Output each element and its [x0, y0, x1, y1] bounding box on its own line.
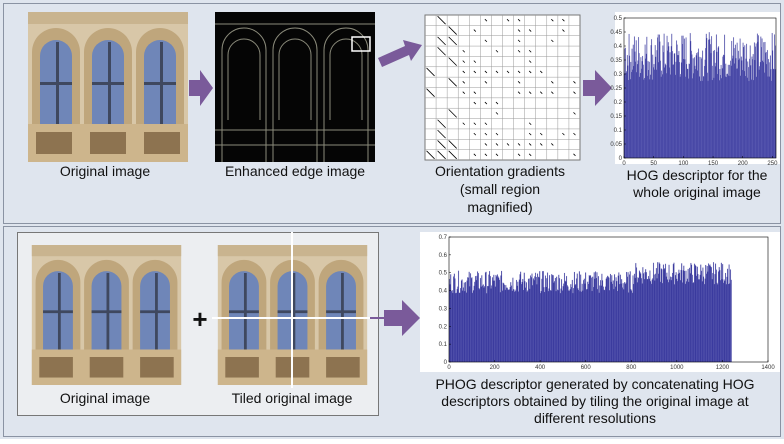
diagram: Original image Enhanced edge image Orien…: [0, 0, 784, 439]
gradient-grid: [425, 15, 580, 160]
y-tick-label: 0.15: [610, 114, 622, 120]
y-tick-label: 0.05: [610, 142, 622, 148]
x-tick-label: 250: [767, 161, 778, 167]
x-tick-label: 600: [581, 365, 592, 371]
label: Tiled original image: [232, 390, 353, 406]
label: whole original image: [632, 184, 761, 200]
x-tick-label: 1000: [670, 365, 684, 371]
x-tick-label: 1200: [716, 365, 730, 371]
y-tick-label: 0.4: [614, 44, 623, 50]
y-tick-label: 0.2: [439, 324, 448, 330]
y-tick-label: 0.5: [439, 271, 448, 277]
original-image: [32, 245, 181, 385]
y-tick-label: 0.45: [610, 30, 622, 36]
y-tick-label: 0.6: [439, 253, 448, 259]
y-tick-label: 0.5: [614, 16, 623, 22]
edge-image: [215, 12, 375, 162]
label: different resolutions: [534, 410, 656, 426]
label: descriptors obtained by tiling the origi…: [441, 393, 749, 409]
x-tick-label: 1400: [761, 365, 775, 371]
x-tick-label: 200: [738, 161, 749, 167]
label: PHOG descriptor generated by concatenati…: [435, 376, 754, 392]
label: Orientation gradients: [435, 163, 565, 179]
x-tick-label: 100: [678, 161, 689, 167]
y-tick-label: 0.35: [610, 58, 622, 64]
x-tick-label: 150: [708, 161, 719, 167]
y-tick-label: 0.4: [439, 289, 448, 295]
x-tick-label: 800: [626, 365, 637, 371]
y-tick-label: 0.1: [614, 128, 623, 134]
y-tick-label: 0.1: [439, 342, 448, 348]
y-tick-label: 0.3: [614, 72, 623, 78]
x-tick-label: 400: [535, 365, 546, 371]
y-tick-label: 0.25: [610, 86, 622, 92]
x-tick-label: 200: [490, 365, 501, 371]
label: Original image: [60, 390, 150, 406]
label: Original image: [60, 163, 150, 179]
original-image: [28, 12, 188, 162]
label: HOG descriptor for the: [627, 167, 768, 183]
label: magnified): [467, 199, 532, 215]
x-tick-label: 50: [650, 161, 657, 167]
label: (small region: [460, 181, 540, 197]
y-tick-label: 0.2: [614, 100, 623, 106]
label: Enhanced edge image: [225, 163, 365, 179]
plus: +: [192, 304, 207, 334]
y-tick-label: 0.3: [439, 306, 448, 312]
y-tick-label: 0.7: [439, 235, 448, 241]
